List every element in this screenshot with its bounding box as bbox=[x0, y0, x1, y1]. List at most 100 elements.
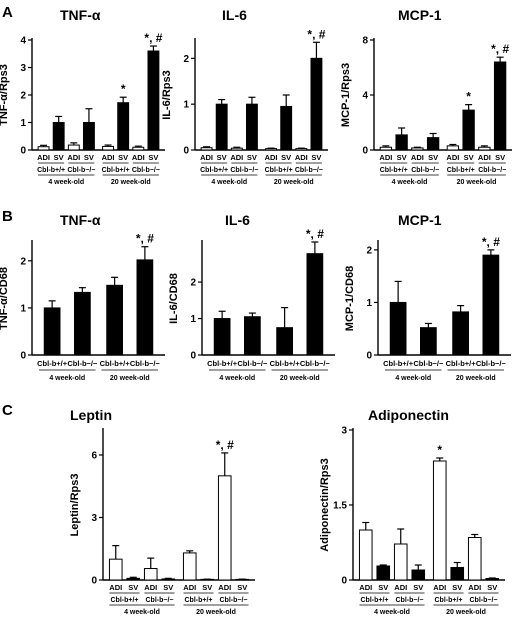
age-group-label: 4 week-old bbox=[211, 179, 247, 186]
x-tick-label: SV bbox=[281, 153, 291, 162]
genotype-label: Cbl-b−/− bbox=[295, 167, 323, 174]
age-group-label: 20 week-old bbox=[457, 179, 497, 186]
genotype-label: Cbl-b+/+ bbox=[102, 167, 130, 174]
bar bbox=[379, 146, 393, 151]
y-tick-label: 2 bbox=[20, 256, 26, 267]
x-tick-label: ADI bbox=[468, 583, 481, 592]
chart-8: Adiponectin Adiponectin/Rps3 0 1.5 3 * ADI SV AD… bbox=[319, 407, 505, 616]
bar bbox=[244, 316, 261, 356]
y-tick-label: 0 bbox=[91, 576, 97, 587]
y-tick-label: 3 bbox=[341, 426, 347, 437]
bar bbox=[306, 253, 324, 356]
age-group-label: 4 week-old bbox=[395, 375, 431, 382]
chart-title: IL-6 bbox=[222, 7, 247, 23]
x-tick-label: Cbl-b+/+ bbox=[207, 359, 238, 368]
y-tick-label: 0 bbox=[366, 351, 372, 362]
y-tick-label: 0 bbox=[20, 351, 26, 362]
y-tick-label: 0 bbox=[20, 146, 26, 157]
bar bbox=[52, 122, 65, 151]
bar bbox=[420, 327, 437, 356]
chart-3: MCP-1 MCP-1/Rps3 0 4 8 * *, # ADI SV ADI SV ADI SV AD… bbox=[340, 7, 512, 186]
bar bbox=[136, 259, 154, 356]
genotype-label: Cbl-b+/+ bbox=[447, 167, 475, 174]
y-axis-label: TNF-α/CD68 bbox=[0, 267, 10, 330]
x-tick-label: Cbl-b−/− bbox=[67, 359, 98, 368]
y-tick-label: 2 bbox=[366, 245, 372, 256]
y-tick-label: 1 bbox=[366, 298, 372, 309]
y-tick-label: 1 bbox=[183, 100, 189, 111]
y-tick-label: 2 bbox=[20, 91, 26, 102]
age-group-label: 20 week-old bbox=[111, 179, 151, 186]
x-tick-label: ADI bbox=[200, 153, 213, 162]
x-tick-label: Cbl-b−/− bbox=[130, 359, 161, 368]
y-tick-label: 0 bbox=[183, 146, 189, 157]
bar bbox=[108, 558, 123, 581]
x-tick-label: SV bbox=[487, 583, 497, 592]
y-tick-label: 6 bbox=[91, 451, 97, 462]
bar bbox=[245, 103, 258, 151]
age-group-label: 4 week-old bbox=[124, 609, 160, 616]
bar bbox=[117, 102, 130, 151]
x-tick-label: Cbl-b+/+ bbox=[383, 359, 414, 368]
x-tick-label: SV bbox=[237, 583, 247, 592]
y-tick-label: 1 bbox=[190, 314, 196, 325]
bar bbox=[37, 146, 50, 151]
bar bbox=[393, 543, 408, 581]
bar bbox=[215, 103, 228, 151]
bar bbox=[265, 148, 278, 151]
x-tick-label: ADI bbox=[183, 583, 196, 592]
x-tick-label: SV bbox=[163, 583, 173, 592]
y-tick-label: 2 bbox=[190, 278, 196, 289]
bar bbox=[462, 109, 475, 151]
bar bbox=[411, 147, 424, 151]
genotype-label: Cbl-b−/− bbox=[219, 597, 247, 604]
y-axis-label: TNF-α/Rps3 bbox=[0, 64, 10, 126]
y-tick-label: 0 bbox=[341, 576, 347, 587]
bar bbox=[67, 144, 80, 151]
x-tick-label: Cbl-b−/− bbox=[300, 359, 331, 368]
bar bbox=[482, 254, 500, 356]
y-tick-label: 1 bbox=[20, 118, 26, 129]
x-tick-label: ADI bbox=[218, 583, 231, 592]
bar bbox=[126, 577, 141, 581]
chart-7: Leptin Leptin/Rps3 0 3 6 *, # ADI SV ADI SV ADI SV A… bbox=[69, 407, 255, 616]
x-tick-label: ADI bbox=[446, 153, 459, 162]
bar bbox=[411, 569, 426, 581]
y-axis-label: Adiponectin/Rps3 bbox=[319, 458, 331, 552]
y-tick-label: 0 bbox=[190, 351, 196, 362]
x-tick-label: SV bbox=[202, 583, 212, 592]
bar bbox=[376, 565, 391, 581]
y-tick-label: 4 bbox=[362, 91, 368, 102]
genotype-label: Cbl-b+/+ bbox=[265, 167, 293, 174]
genotype-label: Cbl-b+/+ bbox=[37, 167, 65, 174]
chart-title: Leptin bbox=[70, 407, 112, 423]
genotype-label: Cbl-b−/− bbox=[132, 167, 160, 174]
x-tick-label: SV bbox=[464, 153, 474, 162]
y-tick-label: 2 bbox=[183, 54, 189, 65]
bar bbox=[161, 578, 176, 581]
bar bbox=[217, 475, 232, 581]
genotype-label: Cbl-b+/+ bbox=[360, 597, 388, 604]
y-tick-label: 1.5 bbox=[333, 501, 347, 512]
x-tick-label: ADI bbox=[144, 583, 157, 592]
bar bbox=[132, 146, 145, 151]
bar bbox=[446, 145, 460, 151]
y-axis-label: MCP-1/Rps3 bbox=[340, 63, 352, 127]
bar bbox=[426, 137, 440, 151]
bar bbox=[310, 57, 323, 151]
y-tick-label: 4 bbox=[20, 36, 26, 47]
bar bbox=[143, 568, 158, 581]
bar bbox=[450, 567, 465, 581]
panel-letter-b: B bbox=[2, 208, 13, 225]
bar bbox=[74, 291, 91, 356]
x-tick-label: SV bbox=[452, 583, 462, 592]
bar bbox=[432, 460, 447, 581]
x-tick-label: ADI bbox=[478, 153, 491, 162]
chart-title: Adiponectin bbox=[368, 407, 449, 423]
y-tick-label: 1 bbox=[20, 303, 26, 314]
x-tick-label: ADI bbox=[295, 153, 308, 162]
significance-label: * bbox=[466, 90, 471, 104]
bar bbox=[213, 318, 231, 356]
y-tick-label: 0 bbox=[362, 146, 368, 157]
